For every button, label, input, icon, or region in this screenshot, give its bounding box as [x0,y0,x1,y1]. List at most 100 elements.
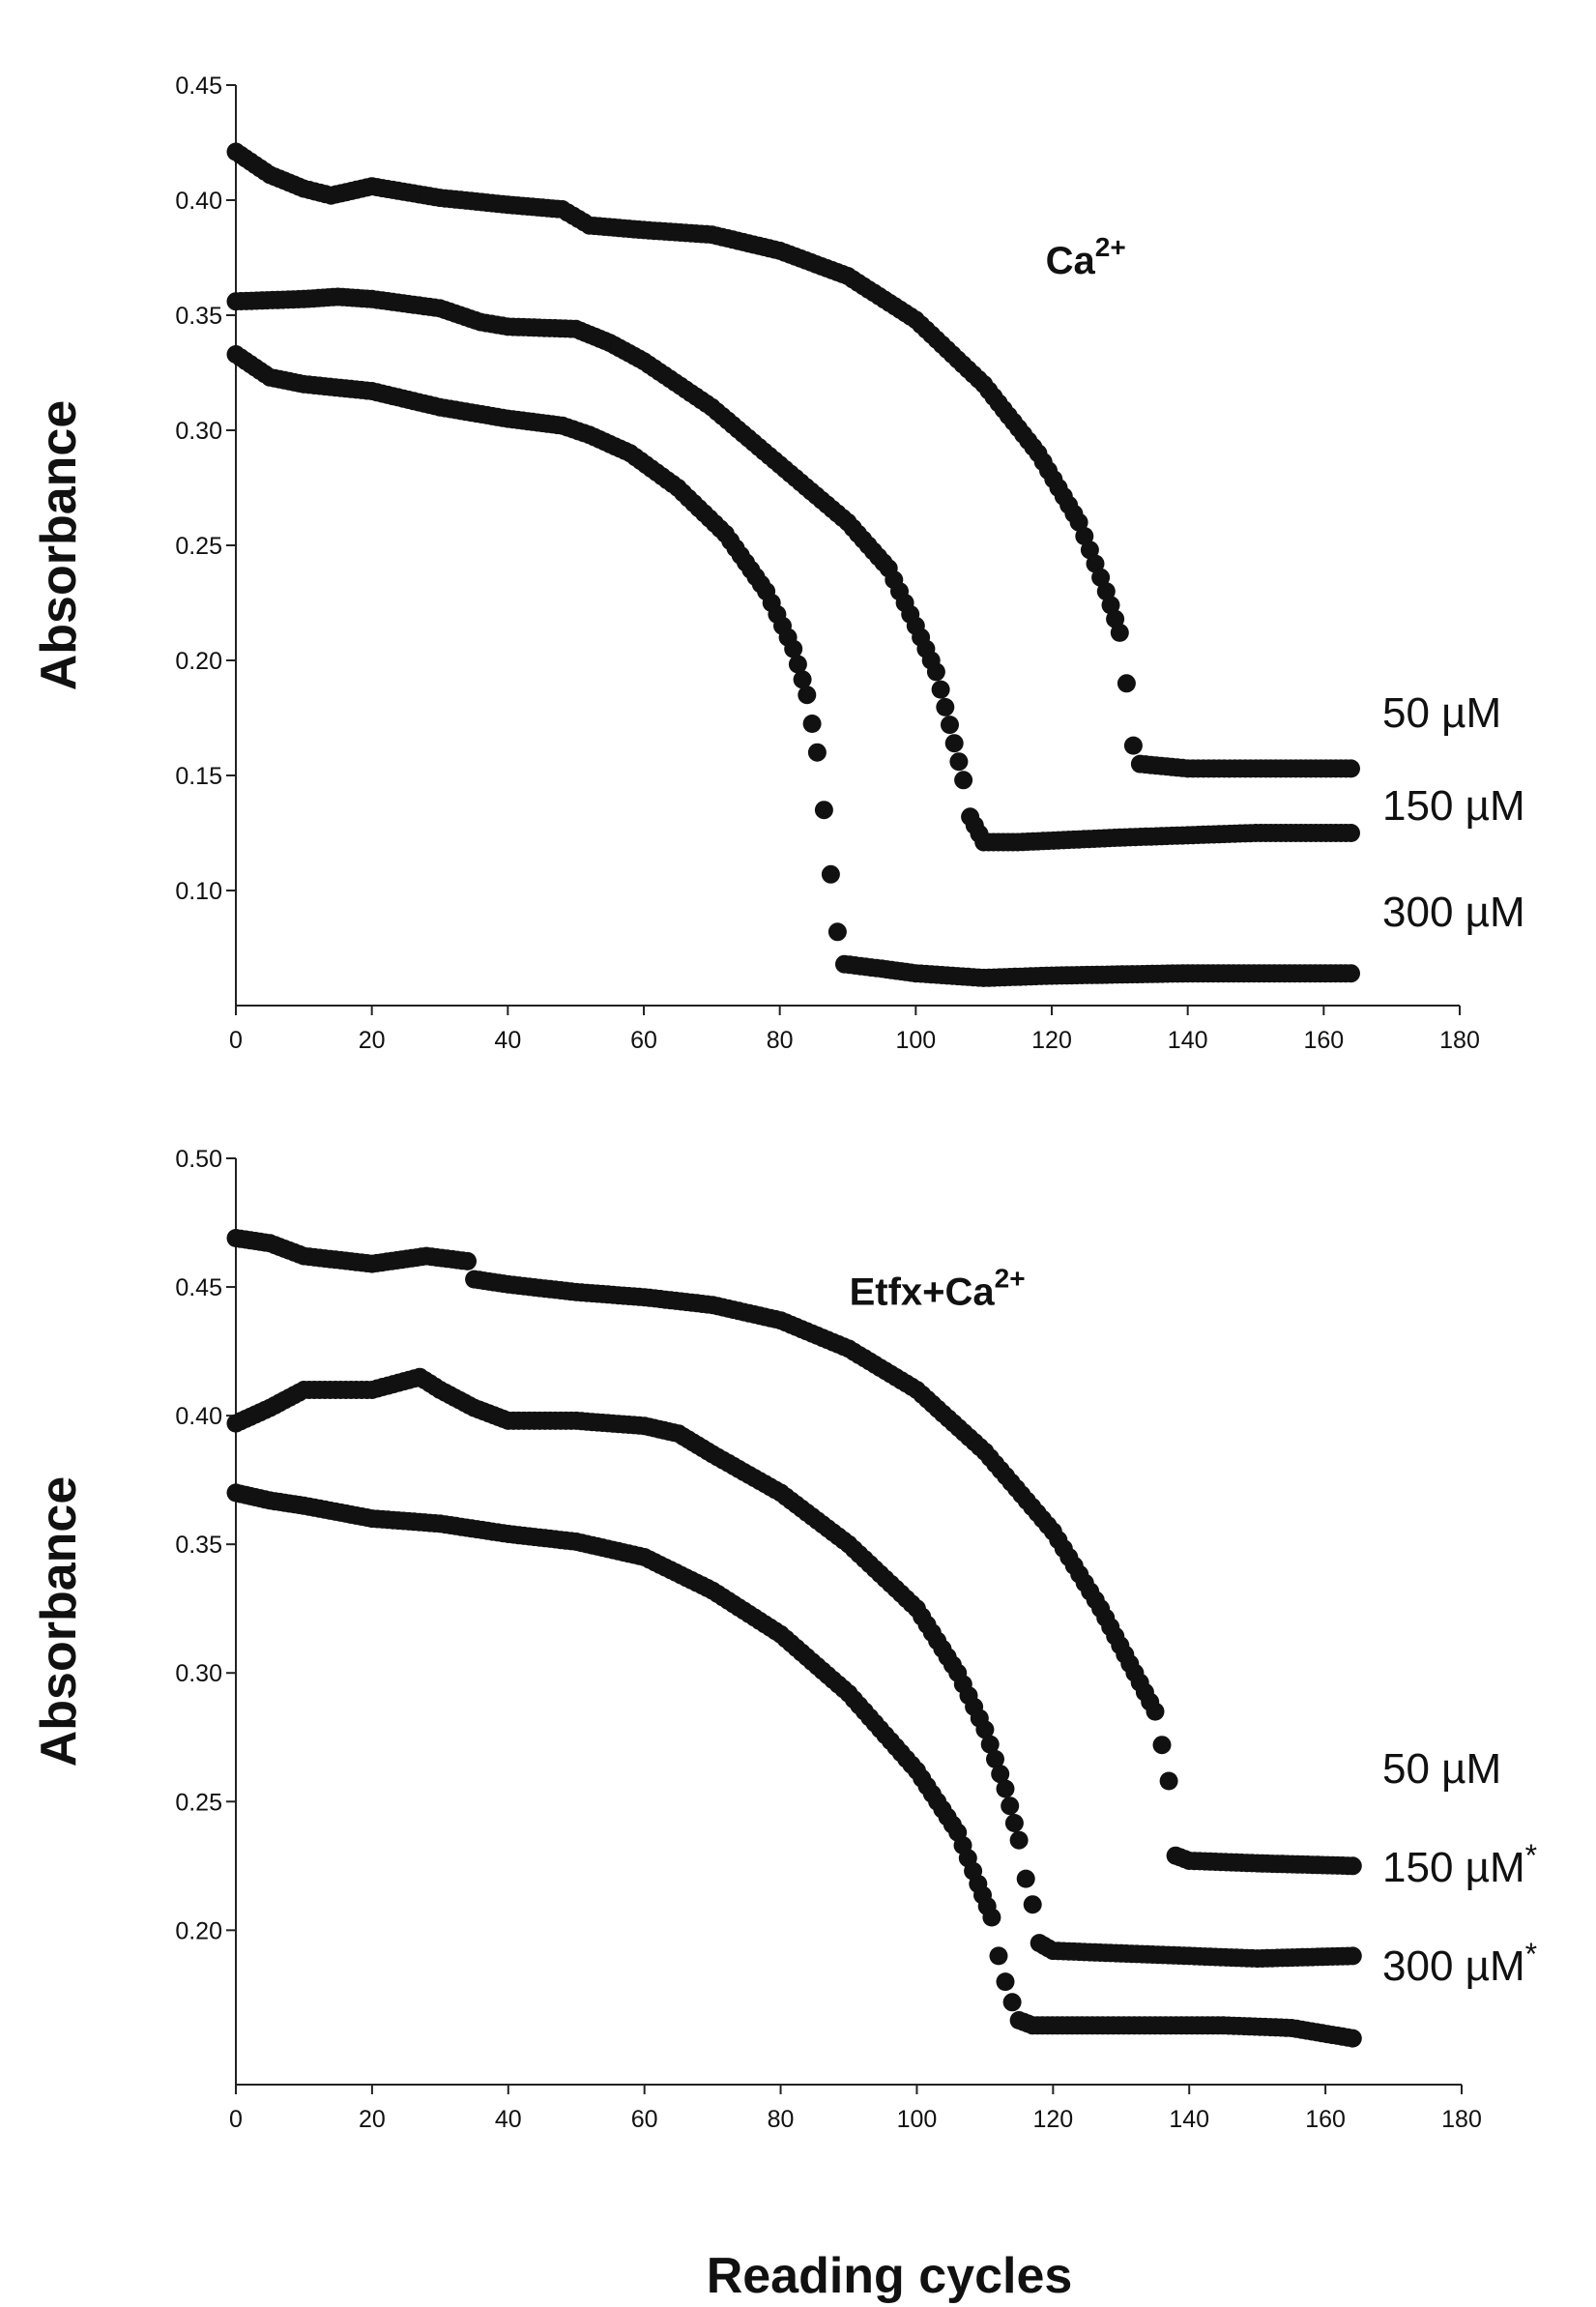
data-point [1123,736,1143,755]
data-point [1016,1869,1035,1888]
panel-annotation: Ca2+ [1046,232,1126,282]
data-point [931,680,950,699]
y-axis-title: Absorbance [31,1476,87,1767]
y-tick-label: 0.35 [175,303,222,330]
data-point [1004,1814,1024,1832]
data-point [784,639,803,658]
y-tick-label: 0.40 [175,1403,222,1430]
series-300-m [226,1483,1362,2048]
x-tick-label: 120 [1031,1027,1072,1054]
x-tick-label: 20 [359,2106,386,2133]
y-tick-label: 0.10 [175,878,222,905]
data-point [458,1251,477,1270]
x-tick-label: 140 [1168,1027,1208,1054]
x-axis-title: Reading cycles [707,2248,1073,2304]
data-point [954,771,973,790]
data-point [1146,1702,1165,1721]
x-tick-label: 40 [495,2106,522,2133]
data-point [996,1972,1015,1992]
data-point [1002,1993,1022,2012]
data-point [1086,554,1105,573]
series-50-m [226,142,1360,778]
x-tick-label: 0 [229,1027,243,1054]
data-point [788,655,807,674]
data-point [1343,2029,1362,2048]
series-label: 50 µM [1382,1745,1501,1793]
data-point [996,1779,1015,1798]
x-tick-label: 180 [1439,1027,1480,1054]
data-point [926,662,945,682]
data-point [793,670,812,689]
data-point [949,752,969,772]
data-point [1343,1946,1362,1966]
x-tick-label: 100 [895,1027,936,1054]
x-tick-label: 80 [767,1027,794,1054]
data-point [1117,674,1136,693]
data-point [1101,596,1120,615]
x-tick-label: 80 [768,2106,795,2133]
data-point [941,715,959,735]
x-tick-label: 180 [1441,2106,1482,2133]
x-tick-label: 100 [897,2106,938,2133]
data-point [1091,568,1111,587]
y-tick-label: 0.30 [175,418,222,445]
data-point [798,686,817,705]
data-point [807,743,827,762]
series-label: 300 µM [1382,889,1525,936]
data-point [827,922,847,942]
data-point [982,1908,1001,1927]
y-tick-label: 0.35 [175,1532,222,1559]
y-tick-label: 0.20 [175,1917,222,1944]
data-point [936,697,955,716]
data-point [1069,512,1088,532]
data-point [1152,1736,1172,1755]
series-label: 150 µM* [1382,1838,1537,1891]
series-label: 50 µM [1382,689,1501,737]
series-150-m [226,287,1360,852]
x-tick-label: 40 [494,1027,521,1054]
y-tick-label: 0.25 [175,533,222,560]
y-tick-label: 0.25 [175,1789,222,1816]
x-tick-label: 60 [630,1027,657,1054]
y-tick-label: 0.45 [175,73,222,100]
series-50-m [226,1229,1362,1876]
x-tick-label: 160 [1305,2106,1346,2133]
data-point [989,1946,1008,1966]
data-point [802,715,822,733]
y-tick-label: 0.45 [175,1274,222,1301]
y-tick-label: 0.40 [175,188,222,215]
series-label: 150 µM [1382,782,1525,830]
data-point [821,864,840,884]
series-300-m [226,345,1360,987]
data-point [1075,527,1094,545]
data-point [1342,759,1360,778]
y-tick-label: 0.15 [175,763,222,790]
x-tick-label: 20 [359,1027,386,1054]
panel-bottom: 0.20 0.25 0.30 0.35 0.40 0.45 0.50 0 20 40 60 80 100… [31,1146,1537,2133]
x-tick-label: 140 [1169,2106,1209,2133]
data-point [1096,582,1116,601]
data-point [1110,623,1129,642]
data-point [944,734,964,753]
x-tick-label: 60 [631,2106,658,2133]
y-tick-label: 0.30 [175,1660,222,1687]
series-150-m [226,1367,1362,1969]
data-point [986,1749,1004,1768]
data-point [975,1720,995,1739]
data-point [991,1765,1010,1784]
series-label: 300 µM* [1382,1937,1537,1990]
data-point [1342,824,1360,842]
data-point [814,801,833,820]
data-point [1023,1895,1042,1914]
panel-annotation: Etfx+Ca2+ [850,1264,1026,1314]
data-point [1159,1771,1178,1791]
panel-top: 0.10 0.15 0.20 0.25 0.30 0.35 0.40 0.45 0 20 40 60 8… [31,73,1525,1054]
x-tick-label: 0 [229,2106,243,2133]
data-point [1342,964,1360,983]
x-tick-label: 120 [1032,2106,1073,2133]
data-point [1001,1796,1020,1816]
data-point [1343,1856,1362,1876]
data-point [980,1735,1000,1754]
x-tick-label: 160 [1303,1027,1344,1054]
